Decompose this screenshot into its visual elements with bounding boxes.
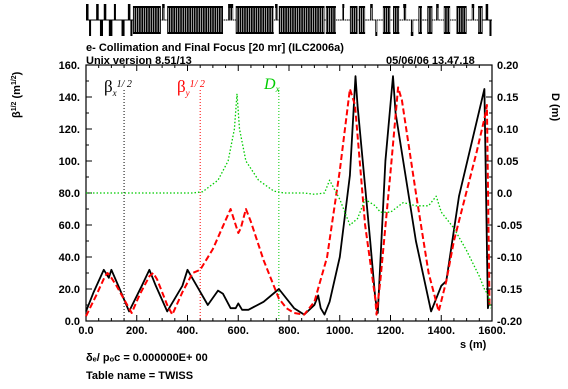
x-tick-label: 800. <box>278 325 299 337</box>
table-name: Table name = TWISS <box>86 370 193 382</box>
magnet-element <box>167 6 224 34</box>
magnet-element <box>278 6 325 34</box>
x-tick-label: 1400. <box>427 325 455 337</box>
x-tick-label: 0.0 <box>78 325 93 337</box>
y-right-tick-label: -0.15 <box>497 284 522 296</box>
plot-title: e- Collimation and Final Focus [20 mr] (… <box>86 42 344 54</box>
program-version: Unix version 8.51/13 <box>86 55 192 67</box>
series-beta-y-line <box>85 86 491 317</box>
magnet-element <box>162 4 165 20</box>
magnet-element <box>228 4 234 20</box>
magnet-element <box>403 4 407 20</box>
y-right-tick-label: 0.15 <box>497 92 518 104</box>
y-left-tick-label: 160. <box>59 60 80 72</box>
magnet-element <box>108 20 113 36</box>
magnet-element <box>342 4 345 20</box>
y-right-tick-label: 0.05 <box>497 156 518 168</box>
y-left-tick-label: 80.0 <box>59 188 80 200</box>
magnet-element <box>103 4 107 20</box>
legend-beta-y: βy1/ 2 <box>177 77 205 98</box>
x-tick-label: 1200. <box>377 325 405 337</box>
magnet-element <box>275 4 278 20</box>
magnet-element <box>418 6 422 34</box>
y-left-tick-label: 120. <box>59 124 80 136</box>
magnet-element <box>478 6 483 34</box>
energy-deviation: δₑ/ pₒc = 0.000000E+ 00 <box>86 352 208 364</box>
x-tick-label: 200. <box>126 325 147 337</box>
y-left-tick-label: 0.0 <box>65 316 80 328</box>
magnet-element <box>471 4 475 20</box>
magnet-element <box>89 20 92 36</box>
magnet-element <box>96 4 99 20</box>
y-right-tick-label: -0.05 <box>497 220 522 232</box>
y-left-tick-label: 100. <box>59 156 80 168</box>
magnet-element <box>456 6 467 34</box>
magnet-element <box>410 20 414 36</box>
magnet-element <box>489 20 492 36</box>
magnet-element <box>485 4 489 20</box>
lattice-strip <box>86 4 492 36</box>
magnet-element <box>130 20 133 36</box>
x-tick-label: 1600. <box>478 325 506 337</box>
y-left-axis-label: β1/2 (m1/2) <box>11 71 23 118</box>
y-left-tick-label: 40.0 <box>59 252 80 264</box>
magnet-element <box>358 6 366 34</box>
run-timestamp: 05/06/06 13.47.18 <box>386 55 475 67</box>
y-right-tick-label: 0.0 <box>497 188 512 200</box>
legend-beta-x: βx1/ 2 <box>104 77 132 98</box>
magnet-element <box>127 4 131 20</box>
x-axis-label: s (m) <box>460 339 487 351</box>
axis-ticks: 0.0 200. 400. 600. 800. 1000. 1200. 1400. 1600. 0… <box>59 60 523 337</box>
location-markers <box>123 90 280 321</box>
x-tick-label: 600. <box>228 325 249 337</box>
magnet-element <box>393 6 400 34</box>
magnet-element <box>113 4 116 20</box>
y-right-tick-label: 0.20 <box>497 60 518 72</box>
y-left-tick-label: 140. <box>59 92 80 104</box>
y-right-tick-label: -0.20 <box>497 316 522 328</box>
legend: βx1/ 2 βy1/ 2 Dx <box>104 76 280 98</box>
y-left-tick-label: 60.0 <box>59 220 80 232</box>
y-right-tick-label: -0.10 <box>497 252 522 264</box>
magnet-element <box>235 6 274 34</box>
magnet-element <box>427 6 433 34</box>
x-tick-label: 400. <box>177 325 198 337</box>
magnet-element <box>132 6 161 34</box>
y-right-axis-label: D (m) <box>549 93 561 121</box>
magnet-element <box>99 20 104 36</box>
magnet-element <box>86 4 89 20</box>
y-left-tick-label: 20.0 <box>59 284 80 296</box>
legend-dx: Dx <box>263 76 280 94</box>
magnet-element <box>121 20 125 36</box>
magnet-element <box>436 4 439 20</box>
x-tick-label: 1000. <box>326 325 354 337</box>
series-dx-line <box>86 93 492 309</box>
series-beta-x-line <box>85 75 491 316</box>
series-lines <box>85 75 492 317</box>
y-right-tick-label: 0.10 <box>497 124 518 136</box>
magnet-element <box>382 6 391 34</box>
